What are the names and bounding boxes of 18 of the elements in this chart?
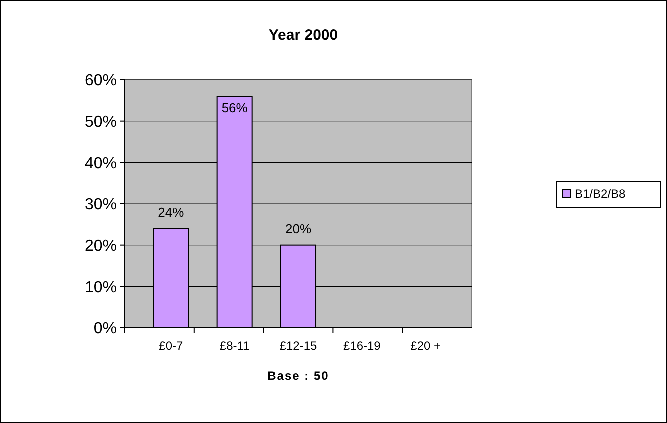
y-tick-label: 0% xyxy=(94,320,117,338)
legend-label: B1/B2/B8 xyxy=(575,187,626,202)
x-tick-label: £8-11 xyxy=(220,339,250,353)
y-tick-label: 60% xyxy=(84,72,117,90)
x-tick-label: £20 + xyxy=(410,339,442,353)
x-tick-label: £16-19 xyxy=(343,339,382,353)
y-tick-label: 40% xyxy=(84,155,117,172)
data-label: 56% xyxy=(222,100,248,116)
x-axis-title: Base : 50 xyxy=(268,369,330,383)
chart-title: Year 2000 xyxy=(268,27,338,44)
x-tick-label: £0-7 xyxy=(159,339,184,353)
y-tick-label: 20% xyxy=(84,238,117,255)
data-label: 24% xyxy=(158,204,185,220)
y-tick-label: 30% xyxy=(84,196,117,214)
y-tick-label: 10% xyxy=(84,279,117,296)
y-tick-label: 50% xyxy=(84,114,117,131)
x-tick-label: £12-15 xyxy=(280,339,318,353)
data-label: 20% xyxy=(285,221,312,236)
